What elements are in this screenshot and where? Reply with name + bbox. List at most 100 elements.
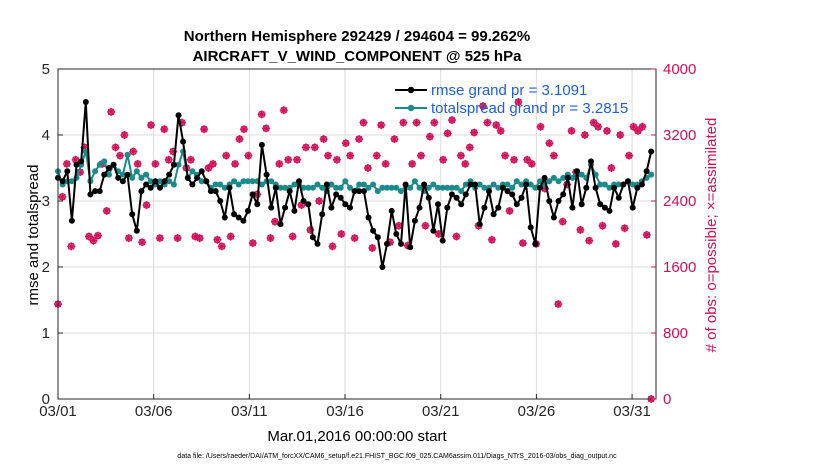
obs-point [478, 102, 487, 111]
rmse-point [555, 198, 562, 204]
obs-assimilated-marker [328, 242, 337, 251]
obs-assimilated-marker [107, 107, 116, 116]
obs-assimilated-marker [169, 147, 178, 156]
obs-point [616, 131, 625, 139]
obs-assimilated-marker [456, 151, 465, 160]
obs-point [341, 139, 350, 148]
obs-point [359, 118, 368, 127]
obs-assimilated-marker [324, 151, 333, 160]
obs-point [107, 107, 116, 116]
rmse-point [388, 207, 395, 214]
x-tick-label: 03/31 [613, 403, 651, 420]
obs-assimilated-marker [523, 155, 532, 164]
obs-point [138, 238, 147, 247]
rmse-point [291, 207, 298, 214]
x-tick-label: 03/26 [518, 403, 556, 420]
legend: rmse grand pr = 3.1091 totalspread grand… [395, 82, 628, 117]
spread-point [393, 184, 400, 191]
rmse-point [207, 188, 214, 195]
obs-assimilated-marker [549, 151, 558, 160]
obs-assimilated-marker [111, 143, 120, 152]
obs-assimilated-marker [580, 131, 589, 139]
obs-assimilated-marker [337, 230, 346, 238]
obs-point [332, 155, 341, 164]
obs-point [62, 159, 71, 168]
spread-point [388, 184, 395, 191]
obs-point [518, 239, 527, 248]
spread-point [258, 181, 265, 188]
obs-assimilated-marker [279, 106, 288, 115]
obs-point [381, 159, 390, 168]
spread-point [481, 184, 488, 191]
rmse-point [314, 240, 321, 247]
spread-point [212, 181, 219, 188]
obs-assimilated-marker [390, 135, 399, 144]
obs-assimilated-marker [355, 135, 364, 144]
obs-assimilated-marker [448, 116, 457, 125]
spread-point [245, 178, 251, 185]
rmse-point [523, 181, 530, 188]
obs-point [301, 143, 310, 152]
obs-assimilated-marker [408, 159, 417, 168]
spread-point [235, 181, 242, 188]
obs-assimilated-marker [545, 139, 554, 148]
obs-assimilated-marker [372, 151, 381, 160]
rmse-point [129, 211, 136, 218]
obs-assimilated-marker [487, 235, 496, 244]
obs-assimilated-marker [483, 118, 492, 127]
rmse-point [263, 171, 270, 178]
rmse-point [448, 191, 455, 198]
rmse-point [509, 191, 516, 198]
rmse-point [319, 211, 326, 218]
obs-point [417, 151, 426, 160]
spread-point [462, 181, 469, 188]
y-right-tick-label: 0 [663, 391, 671, 408]
obs-point [133, 159, 142, 168]
obs-point [115, 151, 124, 160]
obs-point [293, 155, 302, 164]
spread-point [347, 184, 353, 191]
spread-point [379, 184, 386, 191]
obs-assimilated-marker [58, 192, 67, 201]
rmse-point [513, 201, 520, 208]
obs-point [399, 118, 408, 127]
obs-assimilated-marker [173, 234, 182, 243]
obs-assimilated-marker [80, 143, 89, 152]
spread-point [189, 168, 196, 175]
spread-point [504, 181, 511, 188]
obs-point [536, 122, 545, 131]
y-left-tick-label: 2 [42, 259, 50, 276]
rmse-point [472, 181, 479, 188]
spread-point [601, 181, 608, 188]
obs-point [412, 118, 421, 127]
obs-point [607, 164, 616, 172]
rmse-point [435, 201, 441, 208]
obs-point [231, 159, 240, 168]
rmse-point [541, 174, 548, 181]
spread-point [175, 161, 182, 168]
rmse-point [82, 99, 89, 105]
rmse-point [347, 204, 353, 211]
rmse-point [379, 264, 386, 270]
data-file-footnote: data file: /Users/raeder/DAI/ATM_forcXX/… [177, 453, 617, 460]
obs-assimilated-marker [222, 151, 231, 160]
rmse-point [356, 188, 363, 195]
obs-assimilated-marker [248, 239, 257, 248]
obs-point [576, 225, 585, 234]
obs-point [523, 155, 532, 164]
rmse-point [143, 181, 150, 188]
y-left-tick-label: 0 [42, 391, 50, 408]
spread-point [96, 161, 103, 168]
rmse-point [254, 201, 261, 208]
obs-assimilated-marker [89, 236, 98, 245]
rmse-point [453, 194, 460, 201]
spread-point [560, 174, 567, 181]
obs-assimilated-marker [492, 121, 501, 130]
x-tick-label: 03/16 [326, 403, 364, 420]
rmse-point [119, 178, 126, 185]
obs-assimilated-marker [62, 159, 71, 168]
obs-assimilated-marker [177, 118, 186, 127]
obs-assimilated-marker [306, 225, 315, 234]
obs-point [355, 135, 364, 144]
obs-assimilated-marker [509, 155, 518, 164]
